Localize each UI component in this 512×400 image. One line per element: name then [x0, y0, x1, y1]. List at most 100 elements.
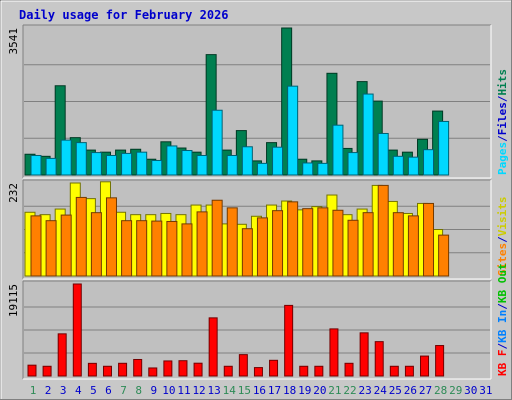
day-label: 19 [298, 384, 311, 397]
bar-kb-f [208, 317, 218, 377]
bar-kb-f [404, 365, 414, 377]
bar-pages [302, 162, 314, 176]
bar-sites [121, 220, 133, 277]
day-label: 11 [177, 384, 190, 397]
bar-pages [392, 155, 404, 176]
legend-item: KB Out [496, 263, 509, 303]
bar-kb-f [163, 360, 173, 377]
bar-kb-f [57, 333, 67, 377]
bar-sites [302, 208, 314, 277]
day-label: 29 [449, 384, 462, 397]
bar-sites [45, 220, 57, 277]
day-label: 2 [45, 384, 52, 397]
bar-sites [60, 214, 72, 277]
bar-pages [75, 142, 87, 176]
day-label: 28 [434, 384, 447, 397]
bar-pages [347, 152, 359, 176]
bar-kb-f [27, 364, 37, 377]
bar-sites [256, 217, 268, 277]
bar-sites [377, 184, 389, 277]
bar-pages [287, 85, 299, 176]
bar-kb-f [374, 341, 384, 377]
bar-sites [30, 215, 42, 277]
bar-sites [423, 202, 435, 277]
bar-pages [438, 120, 450, 176]
bar-pages [423, 149, 435, 176]
bar-kb-f [359, 332, 369, 377]
day-label: 23 [359, 384, 372, 397]
bar-pages [166, 145, 178, 176]
day-label: 10 [162, 384, 175, 397]
bar-kb-f [269, 359, 279, 377]
bar-sites [136, 220, 148, 277]
day-label: 31 [479, 384, 492, 397]
day-label: 21 [328, 384, 341, 397]
day-label: 14 [223, 384, 237, 397]
bar-sites [407, 215, 419, 277]
bar-pages [121, 152, 133, 176]
day-label: 26 [404, 384, 417, 397]
y-max-label: 19115 [7, 284, 20, 317]
bar-sites [287, 201, 299, 277]
day-label: 17 [268, 384, 281, 397]
bar-kb-f [72, 283, 82, 377]
bar-pages [181, 150, 193, 176]
day-label: 1 [30, 384, 37, 397]
panel-legend: KB F/KB In/KB Out [496, 263, 509, 376]
legend-item: Pages [496, 142, 509, 175]
bar-sites [317, 207, 329, 277]
bar-kb-f [420, 355, 430, 377]
bar-sites [181, 223, 193, 277]
bar-kb-f [148, 367, 158, 377]
day-label: 7 [120, 384, 127, 397]
bar-kb-f [42, 365, 52, 377]
bar-hits [326, 72, 338, 176]
day-label: 5 [90, 384, 97, 397]
day-label: 12 [192, 384, 205, 397]
bar-pages [136, 151, 148, 176]
day-label: 15 [238, 384, 251, 397]
legend-item: KB In [496, 310, 509, 343]
day-label: 4 [75, 384, 82, 397]
bar-kb-f [435, 345, 445, 377]
legend-item: Hits [496, 69, 509, 96]
bar-kb-f [87, 362, 97, 377]
day-label: 9 [150, 384, 157, 397]
day-label: 25 [389, 384, 402, 397]
day-label: 27 [419, 384, 432, 397]
day-label: 30 [464, 384, 477, 397]
bar-hits [54, 85, 66, 176]
chart-panels: 3541Pages/Files/Hits232Sites/Visits19115… [7, 24, 509, 380]
bar-pages [362, 93, 374, 176]
bar-sites [196, 211, 208, 277]
bar-sites [241, 228, 253, 277]
day-label: 13 [208, 384, 221, 397]
bar-pages [196, 154, 208, 176]
bar-sites [75, 196, 87, 277]
bar-kb-f [299, 365, 309, 377]
day-label: 24 [374, 384, 388, 397]
legend-item: Files [496, 102, 509, 135]
bar-pages [226, 154, 238, 176]
bar-pages [317, 162, 329, 176]
bar-pages [60, 139, 72, 176]
bar-sites [438, 234, 450, 277]
bar-pages [211, 109, 223, 176]
legend-item: KB F [496, 350, 509, 377]
bar-sites [151, 220, 163, 277]
bar-kb-f [118, 362, 128, 377]
legend-item: / [496, 303, 509, 310]
bar-sites [392, 212, 404, 277]
legend-item: / [496, 135, 509, 142]
bar-pages [332, 124, 344, 176]
bar-kb-f [329, 328, 339, 377]
chart-title: Daily usage for February 2026 [19, 8, 229, 22]
legend-item: / [496, 236, 509, 243]
bar-sites [226, 207, 238, 277]
y-max-label: 232 [7, 183, 20, 203]
bar-kb-f [344, 362, 354, 377]
